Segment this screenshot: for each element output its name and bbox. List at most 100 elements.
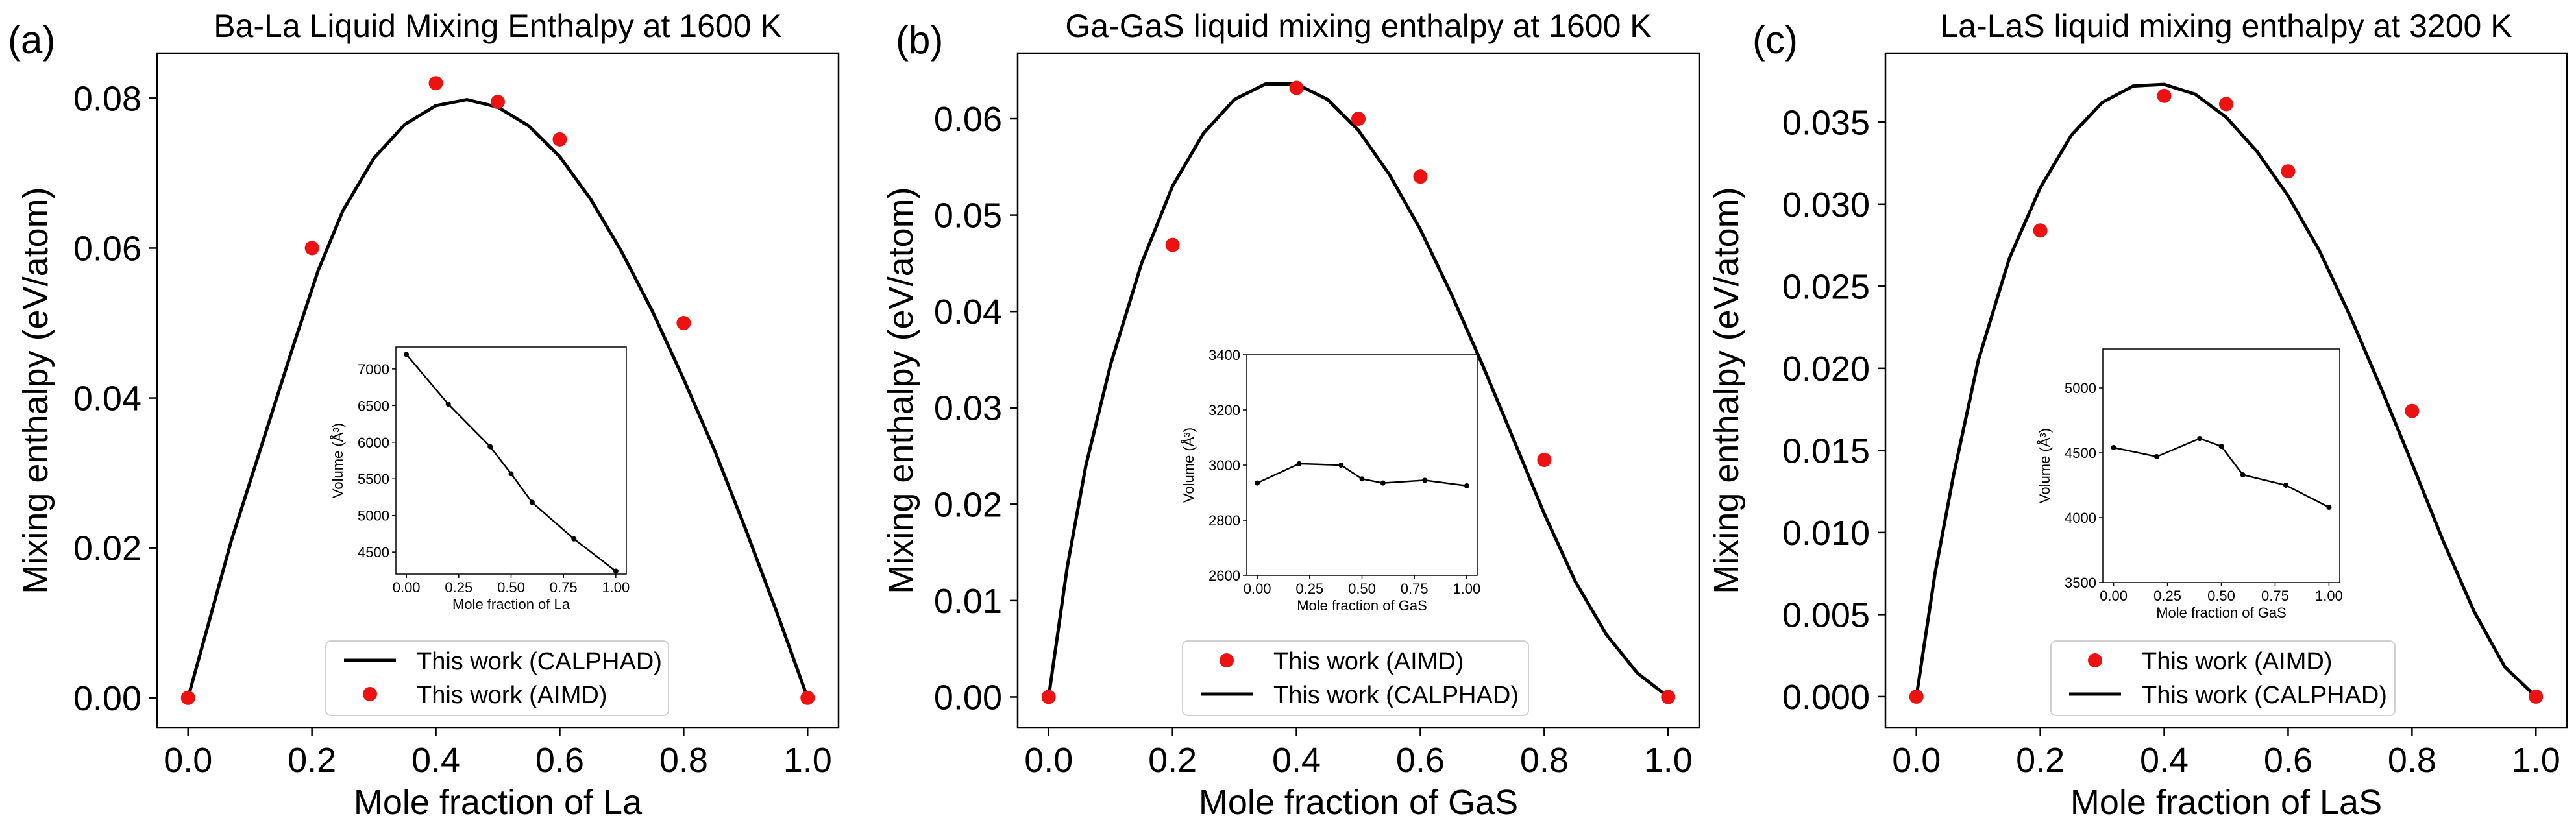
- y-tick-label: 0.08: [73, 79, 141, 118]
- aimd-point: [428, 76, 443, 91]
- inset-volume-point: [445, 402, 451, 407]
- chart-title: Ga-GaS liquid mixing enthalpy at 1600 K: [1065, 8, 1651, 44]
- axes-frame: [1016, 52, 1700, 729]
- y-tick-label: 0.06: [934, 100, 1002, 139]
- x-tick-label: 0.4: [1272, 741, 1321, 780]
- aimd-point: [1909, 689, 1924, 704]
- inset-volume-point: [2283, 483, 2289, 488]
- x-tick-label: 0.6: [2264, 741, 2312, 780]
- x-tick-label: 0.8: [659, 741, 708, 780]
- y-tick-label: 0.015: [1782, 431, 1870, 470]
- inset-x-axis-label: Mole fraction of La: [452, 596, 570, 612]
- inset-y-tick-label: 2800: [1208, 512, 1240, 529]
- inset-y-tick-label: 6500: [358, 398, 389, 414]
- legend-box: [2050, 640, 2396, 716]
- inset-x-tick-label: 0.50: [2207, 588, 2235, 604]
- inset-y-tick-label: 3200: [1208, 402, 1240, 418]
- chart-title: Ba-La Liquid Mixing Enthalpy at 1600 K: [214, 8, 782, 44]
- inset-x-tick-label: 0.75: [1401, 581, 1429, 597]
- inset-chart: 0.00 0.25 0.50 0.75 1.00 2600 2800 3000 3200 3400…: [1181, 347, 1480, 614]
- y-tick-label: 0.000: [1782, 678, 1870, 717]
- inset-frame: [395, 346, 627, 575]
- calphad-curve: [186, 98, 809, 699]
- aimd-point: [2405, 403, 2420, 418]
- x-tick-label: 0.0: [164, 741, 212, 780]
- inset-frame: [1246, 354, 1478, 576]
- x-tick-label: 1.0: [783, 741, 832, 780]
- legend: This work (CALPHAD) This work (AIMD): [325, 640, 669, 716]
- inset-x-tick-label: 1.00: [602, 579, 630, 595]
- aimd-point: [552, 132, 567, 147]
- y-tick-label: 0.025: [1782, 267, 1870, 306]
- inset-x-tick-label: 0.00: [2100, 588, 2128, 604]
- legend-marker-swatch: [1220, 653, 1234, 667]
- y-tick-label: 0.020: [1782, 350, 1870, 389]
- x-tick-label: 0.8: [1520, 741, 1569, 780]
- legend-marker-swatch: [2088, 653, 2102, 667]
- axes-frame: [1884, 52, 2568, 729]
- x-tick-label: 0.4: [2140, 741, 2189, 780]
- inset-volume-point: [571, 536, 577, 542]
- inset-y-tick-label: 5000: [358, 508, 389, 524]
- chart-panel-1: (a) Ba-La Liquid Mixing Enthalpy at 1600 …: [8, 8, 840, 822]
- inset-volume-point: [1296, 461, 1302, 466]
- x-tick-label: 0.0: [1892, 741, 1941, 780]
- aimd-point: [2529, 689, 2544, 704]
- aimd-point: [1537, 452, 1552, 467]
- y-tick-label: 0.01: [934, 582, 1002, 621]
- inset-volume-point: [613, 568, 619, 574]
- inset-volume-point: [2111, 445, 2116, 450]
- inset-y-axis-label: Volume (Å³): [2037, 428, 2053, 503]
- y-tick-label: 0.03: [934, 389, 1002, 428]
- inset-volume-point: [1338, 463, 1344, 468]
- inset-y-tick-label: 7000: [358, 361, 389, 378]
- inset-volume-point: [404, 352, 410, 357]
- aimd-point: [2281, 164, 2296, 179]
- x-axis-label: Mole fraction of GaS: [1199, 783, 1518, 822]
- y-tick-label: 0.005: [1782, 595, 1870, 634]
- inset-volume-point: [1359, 476, 1365, 482]
- inset-y-tick-label: 6000: [358, 435, 389, 451]
- inset-volume-point: [1464, 483, 1469, 488]
- y-tick-label: 0.02: [73, 529, 141, 568]
- axes-frame: [156, 52, 840, 729]
- y-tick-label: 0.010: [1782, 514, 1870, 553]
- calphad-curve: [1915, 82, 2538, 698]
- y-axis-label: Mixing enthalpy (eV/atom): [16, 187, 55, 594]
- inset-volume-point: [2218, 444, 2224, 449]
- legend-entry-label: This work (AIMD): [417, 682, 607, 709]
- aimd-point: [1351, 112, 1366, 126]
- calphad-curve: [1047, 82, 1669, 699]
- inset-chart: 0.00 0.25 0.50 0.75 1.00 3500 4000 4500 5000 Mole…: [2037, 348, 2343, 621]
- aimd-point: [304, 241, 319, 256]
- aimd-point: [491, 95, 505, 110]
- x-tick-label: 1.0: [1644, 741, 1693, 780]
- panel-label: (a): [8, 18, 55, 62]
- inset-x-tick-label: 0.00: [1244, 581, 1271, 597]
- inset-x-tick-label: 1.00: [1453, 581, 1480, 597]
- panel-label: (b): [896, 18, 943, 62]
- aimd-point: [1165, 237, 1180, 252]
- inset-volume-point: [1255, 480, 1260, 486]
- chart-title: La-LaS liquid mixing enthalpy at 3200 K: [1940, 8, 2512, 44]
- inset-x-tick-label: 0.00: [393, 579, 421, 595]
- inset-chart: 0.00 0.25 0.50 0.75 1.00 4500 5000 5500 6000 6500…: [330, 346, 630, 612]
- y-tick-label: 0.04: [934, 293, 1002, 331]
- legend-box: [325, 640, 669, 716]
- inset-volume-point: [487, 444, 493, 450]
- y-tick-label: 0.035: [1782, 103, 1870, 142]
- inset-y-tick-label: 4500: [358, 544, 389, 560]
- aimd-point: [676, 316, 691, 330]
- legend: This work (AIMD) This work (CALPHAD): [2050, 640, 2396, 716]
- inset-volume-point: [529, 499, 535, 505]
- x-tick-label: 0.2: [1148, 741, 1197, 780]
- inset-x-axis-label: Mole fraction of GaS: [2156, 605, 2287, 621]
- inset-volume-point: [1422, 477, 1428, 483]
- inset-y-tick-label: 4000: [2065, 510, 2096, 526]
- panel-label: (c): [1752, 18, 1798, 62]
- y-tick-label: 0.05: [934, 197, 1002, 235]
- inset-y-tick-label: 5000: [2065, 380, 2096, 396]
- x-tick-label: 0.4: [411, 741, 460, 780]
- inset-y-tick-label: 3400: [1208, 347, 1240, 363]
